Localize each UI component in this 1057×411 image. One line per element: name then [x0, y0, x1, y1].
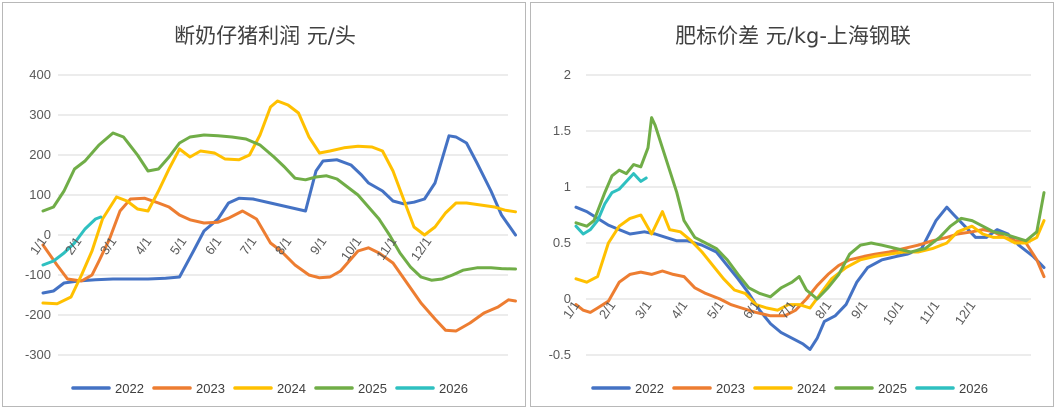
y-axis-ticks: 400 300 200 100 0 -100 -200 -300 [25, 67, 51, 362]
grid-lines [586, 74, 1031, 356]
x-tick-label: 3/1 [97, 234, 120, 257]
legend-label-2024: 2024 [277, 381, 306, 396]
series-line-2024 [41, 99, 517, 306]
legend-label-2026: 2026 [959, 381, 988, 396]
y-tick-label: 400 [29, 67, 51, 82]
x-tick-label: 9/1 [848, 298, 871, 321]
series-line-2022 [574, 205, 1046, 351]
legend-label-2022: 2022 [115, 381, 144, 396]
chart-title: 断奶仔猪利润 元/头 [174, 24, 356, 48]
x-tick-label: 7/1 [776, 298, 799, 321]
legend-label-2023: 2023 [196, 381, 225, 396]
chart-panel-weaned-piglet-profit: 断奶仔猪利润 元/头 400 300 200 100 0 -100 -200 -300 1/1… [2, 2, 526, 407]
x-tick-label: 5/1 [167, 234, 190, 257]
series-lines [41, 99, 517, 333]
x-tick-label: 6/1 [202, 234, 225, 257]
series-line-2024 [574, 210, 1046, 312]
x-tick-label: 12/1 [408, 234, 435, 263]
x-tick-label: 9/1 [307, 234, 330, 257]
y-tick-label: 200 [29, 147, 51, 162]
y-tick-label: -0.5 [549, 347, 571, 362]
series-line-2025 [41, 131, 517, 282]
y-tick-label: 2 [564, 67, 571, 82]
x-tick-label: 6/1 [740, 298, 763, 321]
chart-panel-fat-standard-spread: 肥标价差 元/kg-上海钢联 2 1.5 1 0.5 0 -0.5 1/1 2/1 3/1 4/… [530, 2, 1054, 407]
series-line-2026 [41, 215, 103, 267]
x-tick-label: 10/1 [880, 298, 907, 327]
y-tick-label: 0 [564, 291, 571, 306]
grid-lines [58, 74, 508, 356]
series-line-2023 [41, 196, 517, 333]
y-tick-label: -300 [25, 347, 51, 362]
x-tick-label: 4/1 [132, 234, 155, 257]
y-tick-label: -200 [25, 307, 51, 322]
x-tick-label: 7/1 [237, 234, 260, 257]
legend-label-2026: 2026 [439, 381, 468, 396]
x-tick-label: 2/1 [596, 298, 619, 321]
legend: 2022 2023 2024 2025 2026 [591, 381, 988, 396]
legend-label-2025: 2025 [878, 381, 907, 396]
series-line-2025 [574, 116, 1046, 301]
x-tick-label: 3/1 [632, 298, 655, 321]
y-tick-label: -100 [25, 267, 51, 282]
legend-label-2024: 2024 [797, 381, 826, 396]
series-line-2022 [41, 134, 517, 295]
y-axis-ticks: 2 1.5 1 0.5 0 -0.5 [549, 67, 571, 362]
x-tick-label: 4/1 [668, 298, 691, 321]
legend-label-2022: 2022 [635, 381, 664, 396]
x-tick-label: 11/1 [916, 298, 942, 327]
y-tick-label: 1 [564, 179, 571, 194]
chart-title: 肥标价差 元/kg-上海钢联 [675, 24, 911, 48]
y-tick-label: 0 [44, 227, 51, 242]
series-line-2026 [574, 172, 648, 236]
chart-fat-standard-spread: 肥标价差 元/kg-上海钢联 21.510.50-0.5 1/1 2/1 3/1 4/… [549, 24, 1046, 396]
x-tick-label: 11/1 [373, 234, 399, 263]
x-tick-label: 12/1 [952, 298, 979, 327]
legend: 2022 2023 2024 2025 2026 [71, 381, 468, 396]
series-lines [574, 116, 1046, 351]
legend-label-2025: 2025 [358, 381, 387, 396]
y-tick-label: 100 [29, 187, 51, 202]
legend-label-2023: 2023 [716, 381, 745, 396]
x-tick-label: 2/1 [62, 234, 85, 257]
x-tick-label: 8/1 [272, 234, 295, 257]
y-tick-label: 300 [29, 107, 51, 122]
y-tick-label: 1.5 [553, 123, 571, 138]
y-tick-label: 0.5 [553, 235, 571, 250]
